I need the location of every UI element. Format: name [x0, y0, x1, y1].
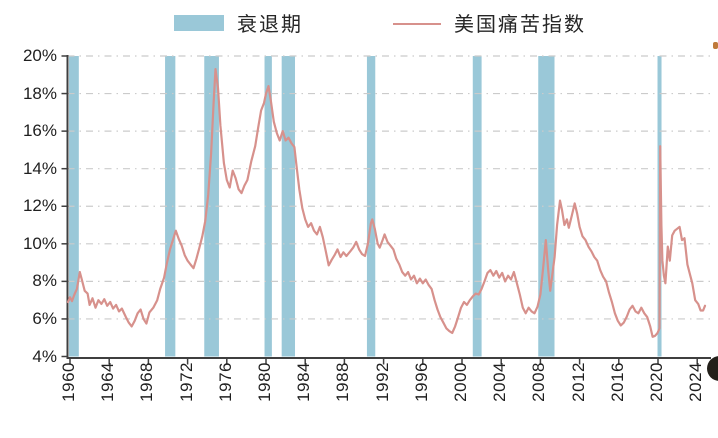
x-tick-label: 2000	[451, 362, 470, 402]
x-tick-label: 1992	[372, 362, 392, 402]
x-tick-label: 1996	[411, 362, 431, 402]
recession-band-swatch	[174, 15, 224, 31]
misery-index-line	[66, 67, 707, 338]
recession-band	[204, 56, 219, 357]
recession-band	[264, 56, 272, 357]
y-tick-label: 8%	[32, 271, 57, 291]
legend-item-recession: 衰退期	[174, 6, 303, 38]
x-tick-label: 1988	[333, 362, 353, 402]
y-tick-label: 6%	[32, 308, 57, 328]
x-tick-label: 2024	[686, 362, 706, 402]
watermark-dot	[707, 356, 718, 381]
x-tick-label: 1968	[137, 362, 157, 402]
x-tick-label: 2004	[490, 362, 510, 402]
y-tick-label: 16%	[22, 121, 57, 141]
x-tick-label: 1960	[59, 362, 78, 402]
chart-legend: 衰退期 美国痛苦指数	[0, 6, 718, 40]
y-tick-label: 14%	[22, 158, 57, 178]
x-tick-label: 1972	[176, 362, 196, 402]
recession-band	[165, 56, 176, 357]
legend-label-misery: 美国痛苦指数	[454, 13, 586, 36]
legend-item-misery: 美国痛苦指数	[393, 6, 586, 38]
misery-line-swatch	[393, 22, 441, 25]
y-tick-label: 12%	[22, 196, 57, 216]
x-tick-label: 1964	[98, 362, 118, 402]
y-tick-label: 4%	[32, 346, 57, 366]
y-tick-label: 10%	[22, 233, 57, 253]
recession-band	[366, 56, 376, 357]
y-tick-label: 18%	[22, 83, 57, 103]
x-tick-label: 2016	[607, 362, 627, 402]
x-tick-label: 2008	[529, 362, 549, 402]
x-tick-label: 1976	[215, 362, 235, 402]
x-tick-label: 2020	[647, 362, 666, 402]
x-tick-label: 1984	[294, 362, 314, 402]
y-tick-label: 20%	[22, 46, 57, 65]
x-tick-label: 2012	[568, 362, 588, 402]
x-tick-label: 1980	[255, 362, 274, 402]
legend-label-recession: 衰退期	[237, 13, 303, 36]
edge-artifact-dot	[713, 42, 718, 49]
